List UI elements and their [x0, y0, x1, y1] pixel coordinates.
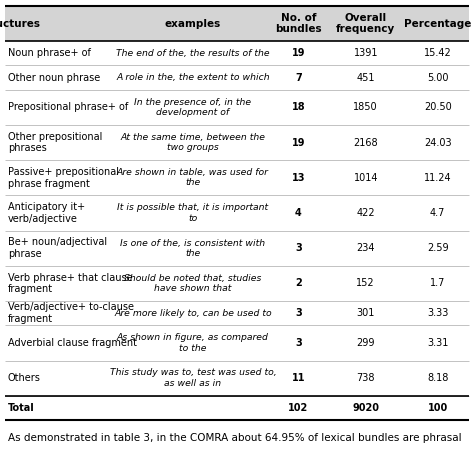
Text: 301: 301 [356, 308, 375, 318]
Text: Other noun phrase: Other noun phrase [8, 73, 100, 82]
Text: Be+ noun/adjectival
phrase: Be+ noun/adjectival phrase [8, 237, 107, 259]
Text: 1391: 1391 [354, 48, 378, 58]
Text: Structures: Structures [0, 18, 40, 28]
Text: 19: 19 [292, 137, 305, 147]
Text: 100: 100 [428, 403, 448, 413]
Text: The end of the, the results of the: The end of the, the results of the [116, 49, 270, 58]
Text: Verb/adjective+ to-clause
fragment: Verb/adjective+ to-clause fragment [8, 302, 134, 324]
Text: Other prepositional
phrases: Other prepositional phrases [8, 132, 102, 153]
Text: 11: 11 [292, 373, 305, 383]
Text: 234: 234 [356, 243, 375, 253]
Text: As demonstrated in table 3, in the COMRA about 64.95% of lexical bundles are phr: As demonstrated in table 3, in the COMRA… [8, 433, 462, 443]
Text: 1.7: 1.7 [430, 278, 446, 289]
Text: Overall
frequency: Overall frequency [336, 13, 395, 35]
Text: 102: 102 [288, 403, 309, 413]
Text: 5.00: 5.00 [427, 73, 448, 82]
Text: Percentage: Percentage [404, 18, 471, 28]
Text: Should be noted that, studies
have shown that: Should be noted that, studies have shown… [124, 274, 262, 293]
Text: Is one of the, is consistent with
the: Is one of the, is consistent with the [120, 238, 265, 258]
Text: 3: 3 [295, 308, 302, 318]
Text: A role in the, the extent to which: A role in the, the extent to which [116, 73, 270, 82]
Text: Are shown in table, was used for
the: Are shown in table, was used for the [117, 168, 269, 187]
Text: Verb phrase+ that clause
fragment: Verb phrase+ that clause fragment [8, 273, 133, 294]
Text: 4.7: 4.7 [430, 208, 446, 218]
Text: 3: 3 [295, 243, 302, 253]
Text: 24.03: 24.03 [424, 137, 452, 147]
Text: 4: 4 [295, 208, 302, 218]
Text: 152: 152 [356, 278, 375, 289]
Text: 11.24: 11.24 [424, 173, 452, 183]
Text: 9020: 9020 [352, 403, 379, 413]
Text: 19: 19 [292, 48, 305, 58]
Text: 13: 13 [292, 173, 305, 183]
Text: 20.50: 20.50 [424, 102, 452, 112]
Text: 3.33: 3.33 [427, 308, 448, 318]
Text: As shown in figure, as compared
to the: As shown in figure, as compared to the [117, 333, 269, 353]
Text: 738: 738 [356, 373, 375, 383]
Text: 422: 422 [356, 208, 375, 218]
Text: 2: 2 [295, 278, 302, 289]
Text: 7: 7 [295, 73, 302, 82]
Text: 3.31: 3.31 [427, 338, 448, 348]
Text: Passive+ prepositional
phrase fragment: Passive+ prepositional phrase fragment [8, 167, 119, 189]
Text: Total: Total [8, 403, 35, 413]
Text: 8.18: 8.18 [427, 373, 448, 383]
Text: 2.59: 2.59 [427, 243, 448, 253]
Text: In the presence of, in the
development of: In the presence of, in the development o… [134, 98, 252, 117]
Text: 18: 18 [292, 102, 305, 112]
Text: Adverbial clause fragment: Adverbial clause fragment [8, 338, 137, 348]
Text: At the same time, between the
two groups: At the same time, between the two groups [120, 133, 265, 152]
Bar [5, 6, 469, 41]
Text: Anticipatory it+
verb/adjective: Anticipatory it+ verb/adjective [8, 202, 85, 224]
Text: This study was to, test was used to,
as well as in: This study was to, test was used to, as … [109, 368, 276, 388]
Text: 15.42: 15.42 [424, 48, 452, 58]
Text: 451: 451 [356, 73, 375, 82]
Text: Prepositional phrase+ of: Prepositional phrase+ of [8, 102, 128, 112]
Text: 1850: 1850 [354, 102, 378, 112]
Text: 2168: 2168 [354, 137, 378, 147]
Text: 299: 299 [356, 338, 375, 348]
Text: Noun phrase+ of: Noun phrase+ of [8, 48, 91, 58]
Text: No. of
bundles: No. of bundles [275, 13, 322, 35]
Text: It is possible that, it is important
to: It is possible that, it is important to [118, 203, 268, 223]
Text: Are more likely to, can be used to: Are more likely to, can be used to [114, 309, 272, 318]
Text: 3: 3 [295, 338, 302, 348]
Text: Others: Others [8, 373, 41, 383]
Text: examples: examples [165, 18, 221, 28]
Text: 1014: 1014 [354, 173, 378, 183]
